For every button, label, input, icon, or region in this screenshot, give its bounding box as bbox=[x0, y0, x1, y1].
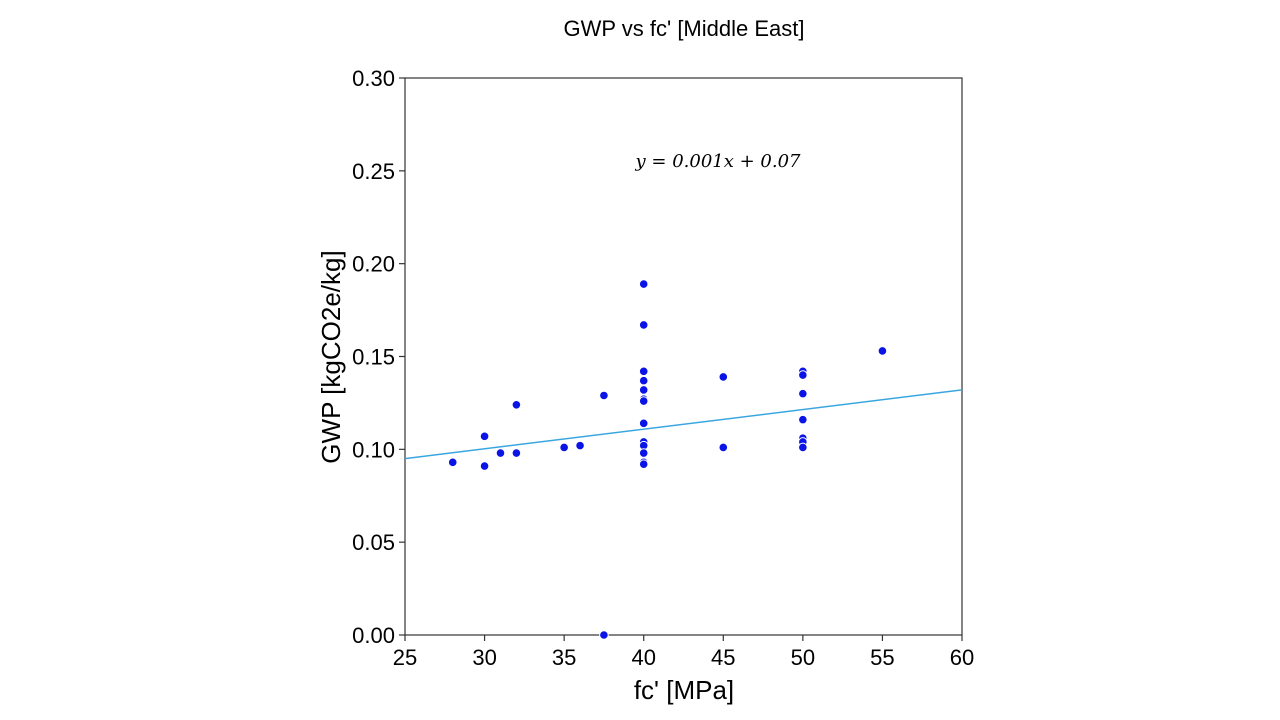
scatter-point bbox=[559, 442, 569, 453]
regression-equation: y = 0.001x + 0.07 bbox=[635, 151, 802, 172]
scatter-point bbox=[575, 440, 585, 451]
scatter-point bbox=[718, 372, 729, 382]
scatter-point bbox=[798, 442, 808, 453]
axes-layer: 25 30 35 40 45 50 55 60 0.00 0.05 0.10 0.15 0.20 0.25… bbox=[352, 66, 974, 670]
scatter-point bbox=[798, 388, 808, 399]
scatter-point bbox=[479, 431, 490, 442]
chart-title: GWP vs fc' [Middle East] bbox=[563, 16, 805, 41]
fit-line-layer bbox=[404, 389, 963, 460]
scatter-point bbox=[638, 418, 649, 429]
scatter-point bbox=[599, 390, 609, 401]
y-tick-label: 0.15 bbox=[352, 345, 395, 370]
points-layer bbox=[447, 279, 888, 640]
y-tick-label: 0.05 bbox=[352, 530, 395, 555]
scatter-point bbox=[638, 366, 649, 377]
scatter-point bbox=[718, 442, 729, 453]
y-tick-label: 0.10 bbox=[352, 437, 395, 462]
regression-line bbox=[404, 389, 963, 460]
y-tick-label: 0.20 bbox=[352, 252, 395, 277]
y-tick-label: 0.30 bbox=[352, 66, 395, 91]
x-axis-label: fc' [MPa] bbox=[634, 675, 734, 705]
scatter-point bbox=[638, 396, 649, 406]
scatter-point bbox=[638, 459, 649, 469]
scatter-point bbox=[511, 399, 522, 410]
x-tick-label: 60 bbox=[950, 645, 974, 670]
scatter-point bbox=[638, 448, 649, 458]
x-tick-label: 45 bbox=[711, 645, 735, 670]
x-tick-label: 35 bbox=[552, 645, 576, 670]
scatter-point bbox=[479, 461, 490, 471]
scatter-point bbox=[638, 279, 649, 289]
x-tick-label: 40 bbox=[631, 645, 655, 670]
y-tick-label: 0.00 bbox=[352, 623, 395, 648]
scatter-point bbox=[599, 630, 609, 640]
x-tick-label: 55 bbox=[870, 645, 894, 670]
scatter-point bbox=[638, 385, 649, 395]
scatter-point bbox=[447, 457, 458, 468]
y-axis-label: GWP [kgCO2e/kg] bbox=[316, 250, 346, 463]
scatter-point bbox=[638, 375, 649, 386]
y-tick-label: 0.25 bbox=[352, 159, 395, 184]
scatter-point bbox=[495, 448, 506, 458]
scatter-point bbox=[638, 320, 649, 330]
scatter-point bbox=[877, 346, 888, 356]
scatter-point bbox=[798, 370, 808, 380]
x-tick-label: 50 bbox=[791, 645, 815, 670]
scatter-point bbox=[798, 414, 808, 425]
scatter-point bbox=[511, 448, 522, 458]
x-tick-label: 30 bbox=[472, 645, 496, 670]
x-tick-label: 25 bbox=[393, 645, 417, 670]
